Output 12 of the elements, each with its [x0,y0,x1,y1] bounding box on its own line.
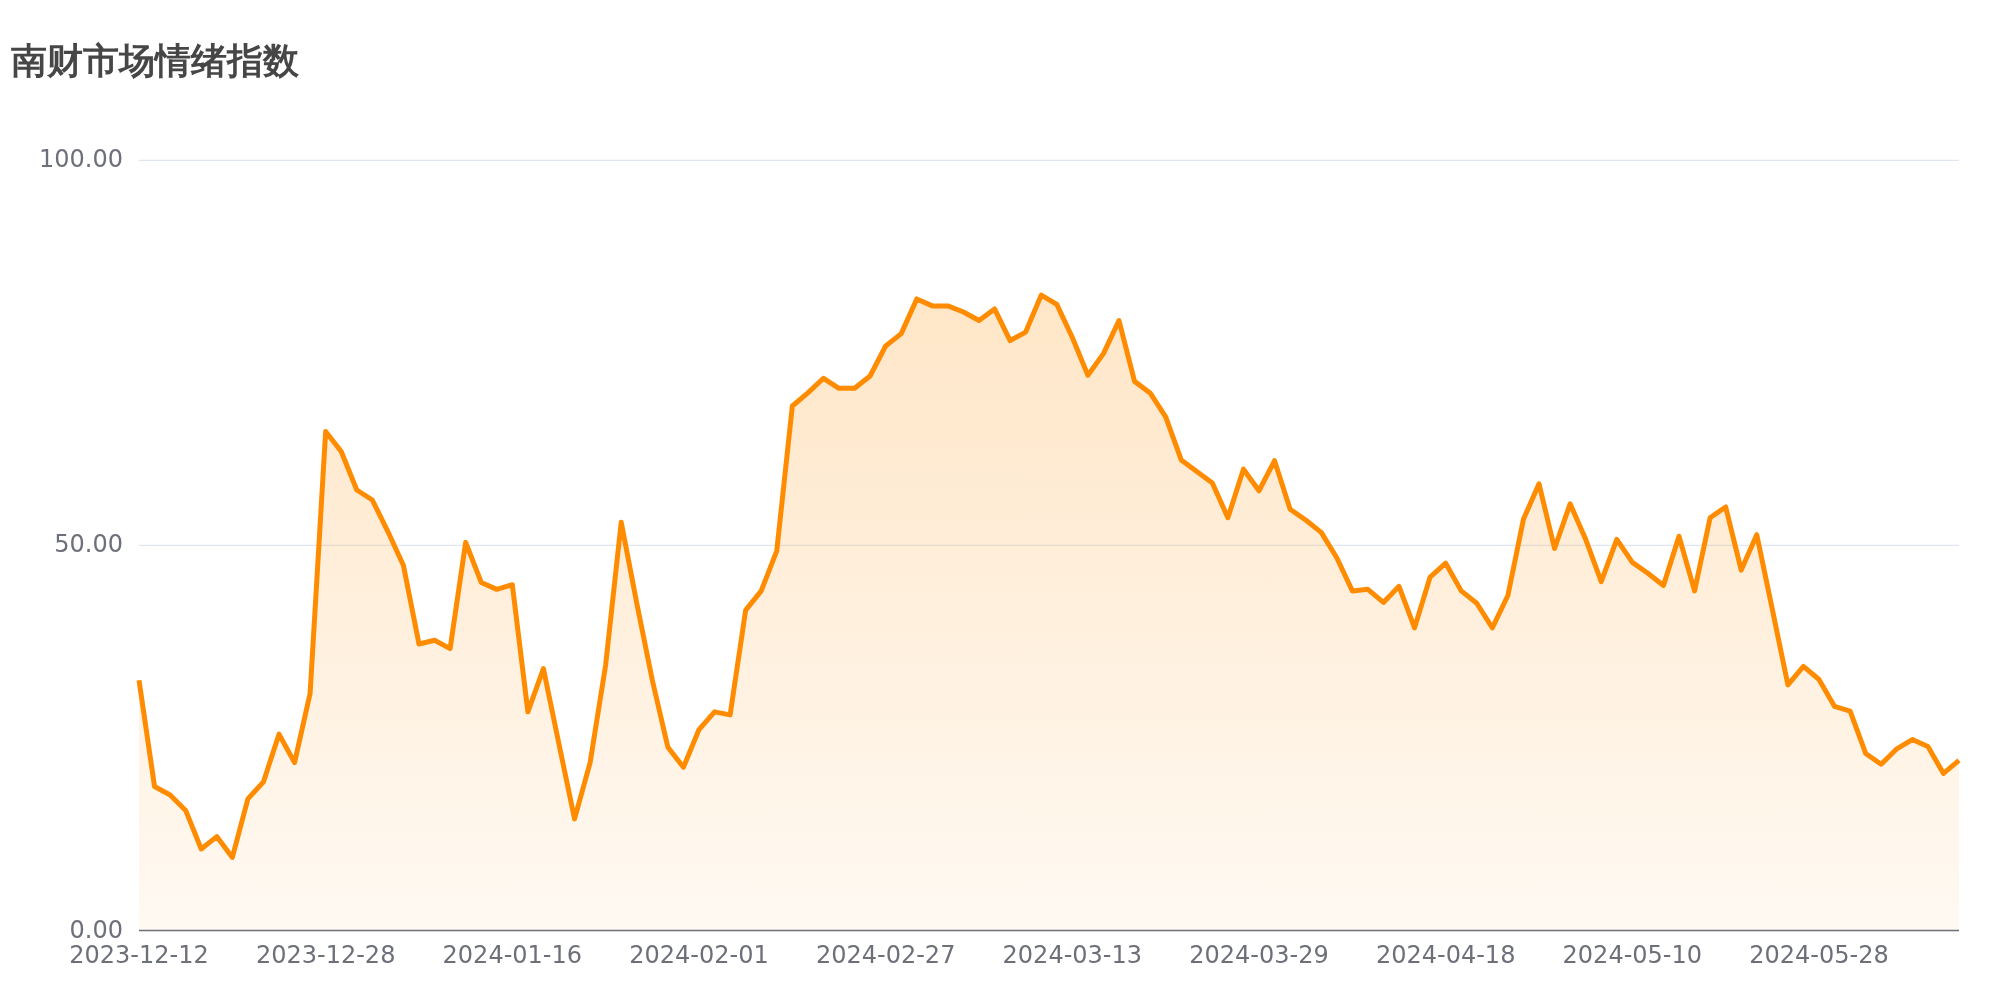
y-tick-label: 50.00 [54,530,123,559]
x-tick-label: 2024-04-18 [1375,940,1516,969]
y-tick-label: 100.00 [39,145,123,174]
x-tick-label: 2023-12-28 [255,940,396,969]
chart-title: 南财市场情绪指数 [11,40,300,81]
x-tick-label: 2024-01-16 [442,940,583,969]
x-tick-label: 2024-05-28 [1749,940,1889,969]
x-tick-label: 2024-03-13 [1002,940,1143,969]
x-tick-label: 2024-02-27 [815,940,956,969]
x-tick-label: 2024-05-10 [1562,940,1703,969]
x-tick-label: 2024-03-29 [1189,940,1329,969]
x-tick-label: 2024-02-01 [629,940,769,969]
